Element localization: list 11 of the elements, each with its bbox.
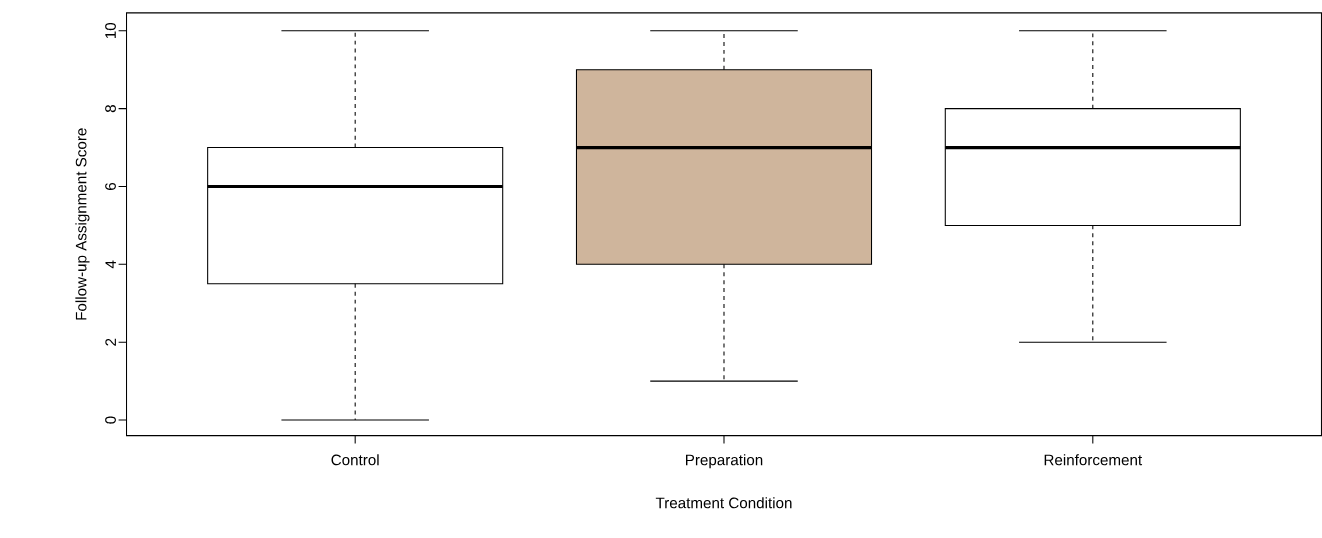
y-tick-label: 8	[105, 105, 116, 113]
x-tick-label: Control	[331, 454, 379, 466]
y-tick-label: 0	[105, 416, 116, 424]
y-axis-title: Follow-up Assignment Score	[75, 128, 90, 320]
x-axis-title: Treatment Condition	[655, 497, 792, 509]
y-tick-label: 10	[105, 23, 116, 39]
y-tick-label: 2	[105, 338, 116, 346]
y-tick-label: 4	[105, 260, 116, 269]
y-tick-label: 6	[105, 183, 116, 191]
x-tick-label: Preparation	[686, 454, 763, 469]
x-tick-label: Reinforcement	[1044, 454, 1143, 466]
